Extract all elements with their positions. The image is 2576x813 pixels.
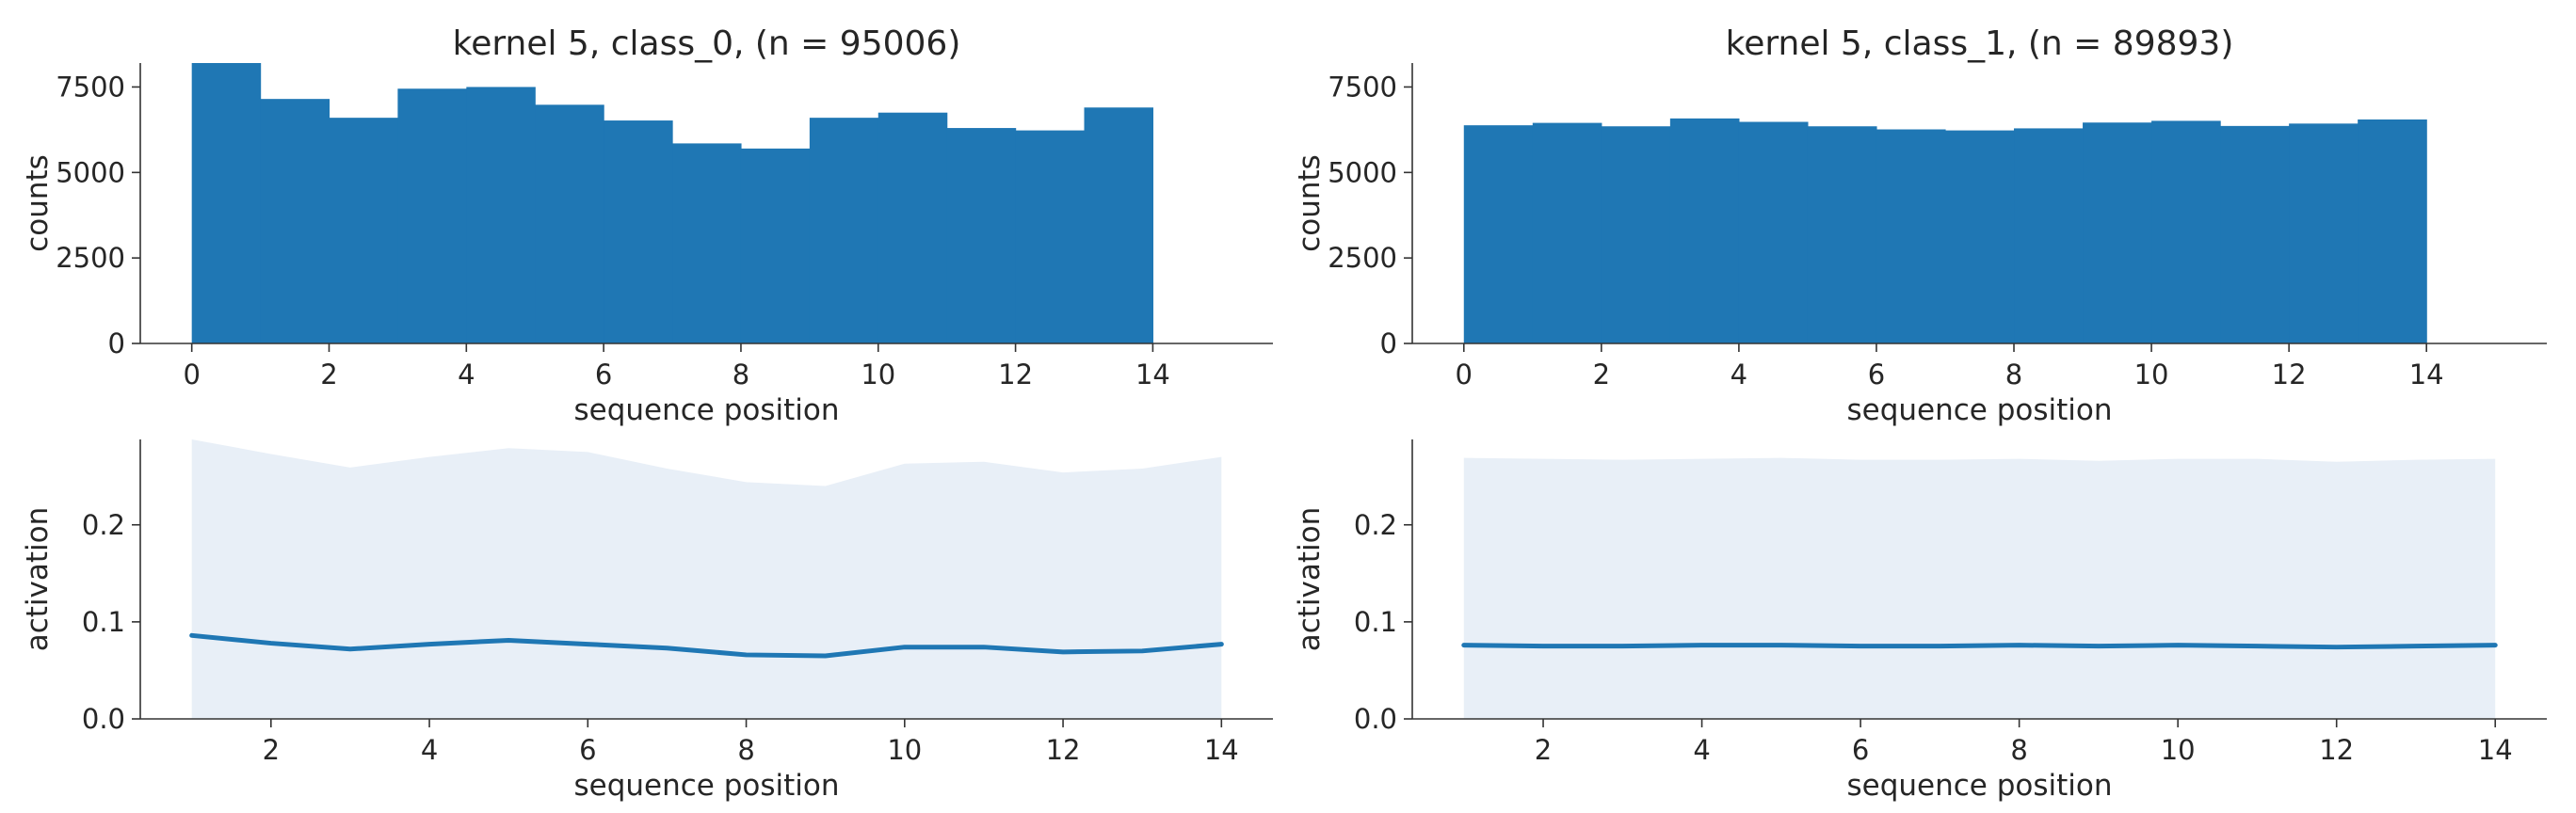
histogram-bar — [1463, 125, 1534, 343]
x-tick-label: 14 — [2409, 359, 2444, 391]
x-tick-label: 8 — [2010, 734, 2027, 766]
y-tick-label: 0 — [108, 327, 125, 359]
y-tick-label: 0.2 — [1354, 509, 1397, 541]
histogram-bar — [2014, 128, 2084, 343]
x-tick-label: 8 — [2005, 359, 2022, 391]
y-tick-label: 0.1 — [82, 606, 125, 638]
x-tick-label: 12 — [998, 359, 1033, 391]
histogram-bar — [1807, 126, 1877, 343]
x-tick-label: 4 — [1693, 734, 1710, 766]
histogram-bar — [2289, 123, 2359, 343]
histogram-bar — [1601, 126, 1671, 343]
histogram-bar — [604, 120, 673, 343]
x-axis-label: sequence position — [1846, 393, 2112, 427]
x-tick-label: 10 — [2134, 359, 2169, 391]
x-tick-label: 14 — [1204, 734, 1239, 766]
y-tick-label: 0.1 — [1354, 606, 1397, 638]
y-tick-label: 5000 — [56, 156, 125, 188]
activation-band — [1463, 457, 2496, 719]
y-tick-label: 0 — [1380, 327, 1397, 359]
chart-title: kernel 5, class_1, (n = 89893) — [1726, 24, 2234, 63]
histogram-bar — [1738, 121, 1809, 343]
x-tick-label: 10 — [861, 359, 895, 391]
x-tick-label: 4 — [458, 359, 475, 391]
histogram-bar — [466, 87, 536, 343]
x-axis-label: sequence position — [1846, 769, 2112, 803]
y-tick-label: 0.2 — [82, 509, 125, 541]
x-tick-label: 6 — [579, 734, 596, 766]
y-tick-label: 7500 — [56, 71, 125, 103]
x-tick-label: 2 — [1593, 359, 1610, 391]
mean-activation-line — [189, 632, 1224, 659]
y-tick-label: 7500 — [1328, 71, 1397, 103]
chart-panel-3: 2 4 6 8 10 12 14 0.0 0.1 0.2 sequence position acti… — [1293, 439, 2547, 803]
mean-activation-line — [1461, 643, 2498, 650]
x-tick-label: 0 — [1456, 359, 1473, 391]
x-tick-label: 2 — [320, 359, 337, 391]
chart-title: kernel 5, class_0, (n = 95006) — [453, 24, 961, 63]
histogram-bar — [877, 112, 948, 343]
histogram-bar — [672, 143, 742, 343]
histogram-bar — [191, 63, 262, 343]
x-tick-label: 6 — [1852, 734, 1869, 766]
histogram-bar — [1669, 118, 1740, 343]
activation-band — [191, 439, 1222, 719]
x-tick-label: 8 — [737, 734, 754, 766]
y-axis-label: counts — [21, 154, 55, 252]
x-tick-label: 2 — [263, 734, 280, 766]
chart-panel-0: 0 2 4 6 8 10 12 14 0 2500 5000 7500 sequence positio… — [21, 24, 1273, 427]
x-tick-label: 4 — [1731, 359, 1747, 391]
y-axis-label: activation — [1293, 507, 1327, 652]
histogram-bar — [329, 118, 399, 344]
histogram-bar — [1084, 107, 1154, 344]
x-tick-label: 2 — [1535, 734, 1552, 766]
histogram-bar — [2358, 119, 2427, 344]
x-tick-label: 6 — [1868, 359, 1885, 391]
y-axis-label: activation — [21, 507, 55, 652]
x-tick-label: 8 — [733, 359, 749, 391]
x-tick-label: 6 — [595, 359, 612, 391]
y-tick-label: 0.0 — [1354, 703, 1397, 735]
x-tick-label: 0 — [183, 359, 200, 391]
y-axis-label: counts — [1293, 154, 1327, 252]
y-tick-label: 0.0 — [82, 703, 125, 735]
x-tick-label: 10 — [887, 734, 922, 766]
histogram-bar — [2083, 122, 2152, 343]
x-tick-label: 12 — [2272, 359, 2307, 391]
x-tick-label: 14 — [1135, 359, 1170, 391]
x-tick-label: 4 — [421, 734, 438, 766]
histogram-bar — [2151, 120, 2221, 343]
chart-panel-1: 0 2 4 6 8 10 12 14 0 2500 5000 7500 sequence positio… — [1293, 24, 2547, 427]
histogram-bar — [1015, 130, 1086, 343]
x-tick-label: 14 — [2478, 734, 2513, 766]
histogram-bar — [946, 128, 1017, 343]
x-tick-label: 10 — [2161, 734, 2196, 766]
x-tick-label: 12 — [2319, 734, 2354, 766]
histogram-bar — [740, 148, 811, 343]
x-axis-label: sequence position — [573, 393, 839, 427]
histogram-bar — [809, 118, 879, 344]
x-axis-label: sequence position — [573, 769, 839, 803]
y-tick-label: 2500 — [56, 242, 125, 274]
histogram-bar — [1876, 129, 1946, 343]
histogram-bar — [260, 99, 330, 343]
histogram-bar — [2220, 125, 2290, 343]
histogram-bar — [1532, 122, 1602, 343]
y-tick-label: 2500 — [1328, 242, 1397, 274]
x-tick-label: 12 — [1046, 734, 1081, 766]
y-tick-label: 5000 — [1328, 156, 1397, 188]
chart-panel-2: 2 4 6 8 10 12 14 0.0 0.1 0.2 sequence position acti… — [21, 439, 1273, 803]
histogram-bar — [397, 88, 467, 343]
histogram-bar — [1944, 130, 2015, 343]
histogram-bar — [535, 104, 604, 344]
